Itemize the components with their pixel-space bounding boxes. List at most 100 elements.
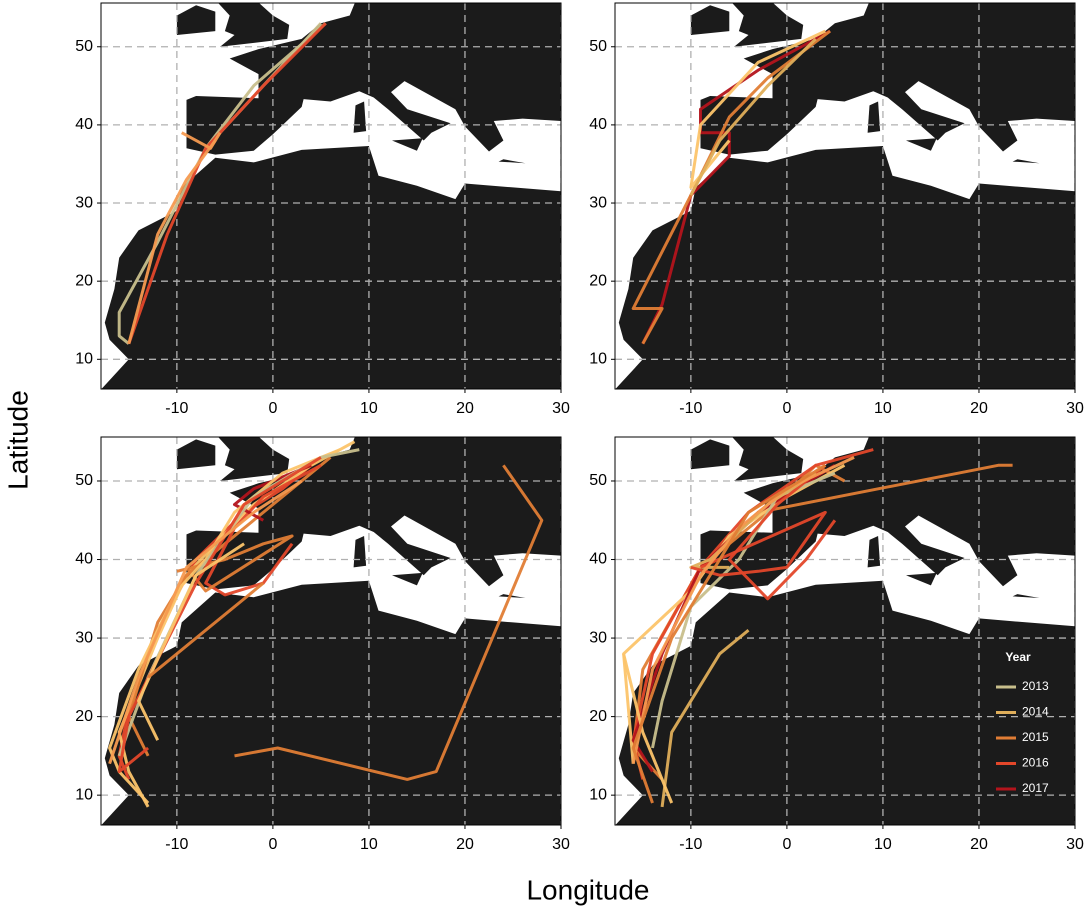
y-axis-title: Latitude bbox=[2, 390, 33, 490]
land bbox=[353, 101, 367, 133]
track bbox=[127, 22, 327, 345]
x-tick-label: 20 bbox=[456, 400, 474, 417]
y-tick-label: 30 bbox=[75, 629, 93, 646]
y-tick-label: 50 bbox=[589, 472, 607, 489]
x-tick-label: 0 bbox=[268, 836, 277, 853]
x-tick-label: 20 bbox=[970, 836, 988, 853]
land bbox=[101, 580, 561, 825]
x-tick-label: -10 bbox=[165, 400, 188, 417]
land bbox=[186, 437, 561, 590]
land bbox=[690, 439, 730, 470]
legend-label: 2014 bbox=[1022, 705, 1049, 719]
track bbox=[137, 542, 245, 741]
track bbox=[660, 629, 750, 808]
x-tick-label: -10 bbox=[679, 400, 702, 417]
panel-frame bbox=[614, 2, 1076, 390]
track bbox=[108, 479, 303, 765]
track bbox=[727, 464, 837, 601]
legend-label: 2017 bbox=[1022, 781, 1049, 795]
track bbox=[233, 463, 312, 522]
panel bbox=[101, 437, 561, 825]
x-tick-label: 10 bbox=[360, 836, 378, 853]
land bbox=[498, 594, 526, 598]
panel bbox=[615, 437, 1075, 825]
y-tick-label: 20 bbox=[589, 708, 607, 725]
panel-frame bbox=[614, 436, 1076, 826]
land bbox=[700, 437, 1075, 590]
x-tick-label: 10 bbox=[874, 400, 892, 417]
y-tick-label: 10 bbox=[589, 351, 607, 368]
panel-frame bbox=[100, 2, 562, 390]
x-tick-label: 30 bbox=[552, 400, 570, 417]
y-tick-label: 20 bbox=[75, 272, 93, 289]
panel bbox=[101, 3, 561, 389]
land bbox=[353, 536, 367, 568]
track bbox=[689, 37, 817, 196]
land bbox=[615, 580, 1075, 825]
x-tick-label: 0 bbox=[782, 836, 791, 853]
y-tick-label: 30 bbox=[589, 629, 607, 646]
legend-label: 2013 bbox=[1022, 679, 1049, 693]
y-tick-label: 50 bbox=[75, 38, 93, 55]
legend-label: 2016 bbox=[1022, 756, 1049, 770]
x-tick-label: 0 bbox=[782, 400, 791, 417]
track bbox=[622, 653, 674, 804]
land bbox=[690, 5, 730, 36]
land bbox=[732, 437, 804, 481]
land bbox=[218, 3, 290, 47]
land bbox=[392, 138, 423, 151]
x-tick-label: 10 bbox=[360, 400, 378, 417]
land bbox=[498, 159, 526, 164]
track bbox=[204, 22, 327, 150]
land bbox=[392, 572, 423, 586]
x-tick-label: 10 bbox=[874, 836, 892, 853]
x-tick-label: -10 bbox=[679, 836, 702, 853]
land bbox=[186, 3, 561, 155]
land bbox=[867, 101, 881, 133]
legend-title: Year bbox=[1005, 650, 1031, 664]
land bbox=[906, 572, 937, 586]
x-tick-label: 20 bbox=[456, 836, 474, 853]
land bbox=[176, 5, 216, 36]
y-tick-label: 30 bbox=[75, 194, 93, 211]
land bbox=[176, 439, 216, 470]
y-tick-label: 40 bbox=[75, 116, 93, 133]
land bbox=[101, 146, 561, 389]
land bbox=[867, 536, 881, 568]
y-tick-label: 10 bbox=[589, 786, 607, 803]
track bbox=[631, 464, 827, 804]
land bbox=[218, 437, 290, 481]
land bbox=[906, 138, 937, 151]
y-tick-label: 50 bbox=[589, 38, 607, 55]
y-tick-label: 50 bbox=[75, 472, 93, 489]
land bbox=[615, 146, 1075, 389]
y-tick-label: 10 bbox=[75, 351, 93, 368]
x-axis-title: Longitude bbox=[526, 874, 649, 905]
y-tick-label: 40 bbox=[75, 551, 93, 568]
panel bbox=[615, 3, 1075, 389]
y-tick-label: 30 bbox=[589, 194, 607, 211]
land bbox=[1012, 594, 1040, 598]
x-tick-label: 20 bbox=[970, 400, 988, 417]
track bbox=[127, 139, 217, 345]
y-tick-label: 10 bbox=[75, 786, 93, 803]
track bbox=[689, 29, 826, 189]
y-tick-label: 40 bbox=[589, 116, 607, 133]
x-tick-label: 30 bbox=[1066, 400, 1084, 417]
panel-frame bbox=[100, 436, 562, 826]
y-tick-label: 20 bbox=[75, 708, 93, 725]
x-tick-label: -10 bbox=[165, 836, 188, 853]
legend-label: 2015 bbox=[1022, 730, 1049, 744]
land bbox=[732, 3, 804, 47]
x-tick-label: 0 bbox=[268, 400, 277, 417]
track bbox=[690, 510, 827, 577]
x-tick-label: 30 bbox=[552, 836, 570, 853]
land bbox=[1012, 159, 1040, 164]
land bbox=[700, 3, 1075, 155]
track bbox=[147, 581, 265, 679]
x-tick-label: 30 bbox=[1066, 836, 1084, 853]
y-tick-label: 20 bbox=[589, 272, 607, 289]
track bbox=[234, 464, 544, 781]
